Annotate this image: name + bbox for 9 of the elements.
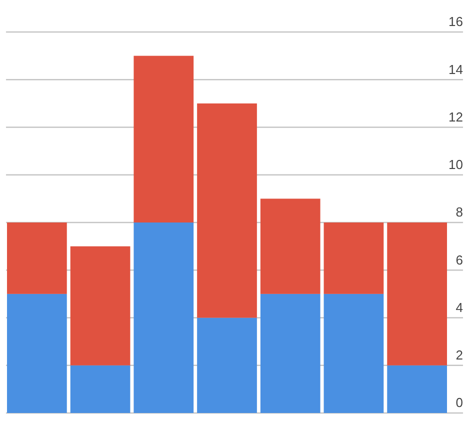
y-tick-label: 2 <box>456 348 463 363</box>
y-tick-label: 10 <box>448 157 463 172</box>
y-tick-label: 4 <box>456 300 463 315</box>
y-tick-label: 16 <box>448 14 463 30</box>
y-tick-label: 12 <box>448 109 463 124</box>
y-tick-label: 8 <box>456 204 463 220</box>
y-tick-label: 0 <box>456 395 463 410</box>
y-tick-label: 6 <box>456 252 463 268</box>
y-tick-label: 14 <box>448 62 463 77</box>
